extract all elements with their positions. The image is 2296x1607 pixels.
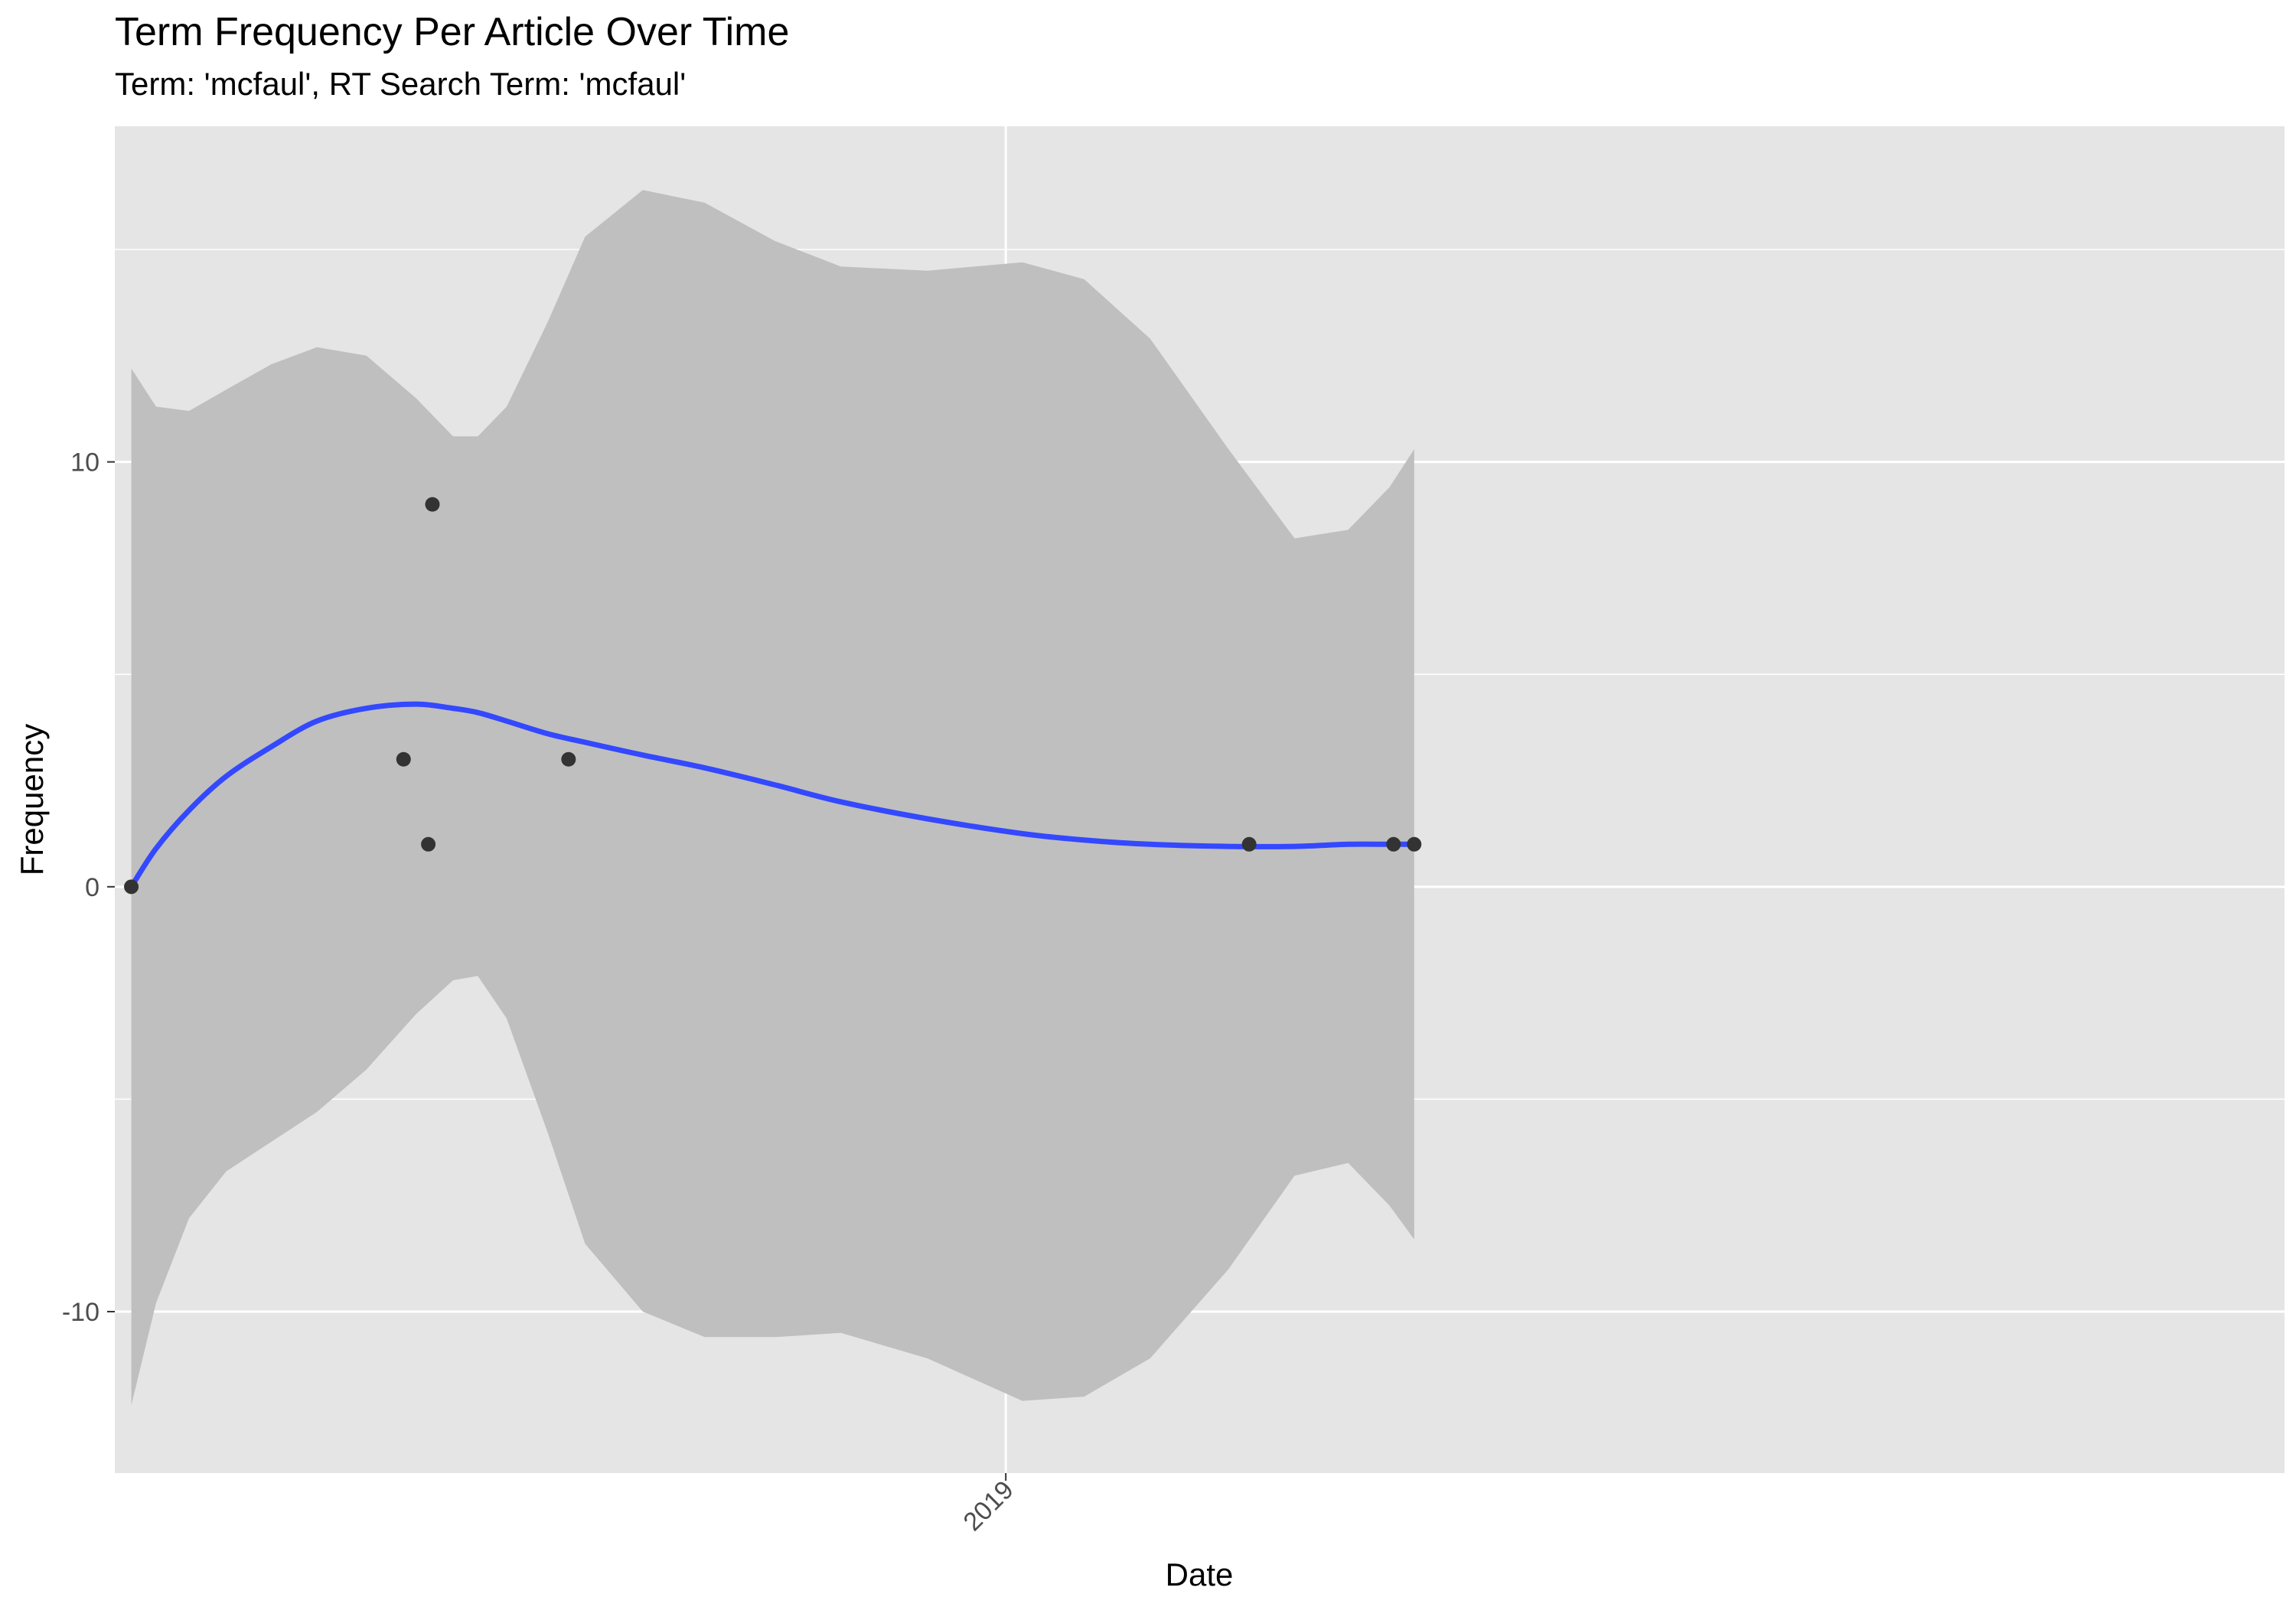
data-points: [124, 497, 1422, 895]
y-tick-label: 0: [85, 873, 99, 902]
data-point: [1407, 836, 1422, 852]
data-point: [1241, 836, 1257, 852]
data-point: [425, 497, 440, 512]
data-point: [421, 836, 436, 852]
data-point: [1386, 836, 1401, 852]
y-axis-title: Frequency: [14, 724, 50, 875]
x-tick-label: 2019: [957, 1475, 1019, 1537]
chart-subtitle: Term: 'mcfaul', RT Search Term: 'mcfaul': [115, 66, 687, 102]
data-point: [396, 751, 411, 767]
smooth-line: [129, 701, 1417, 890]
data-point: [124, 879, 139, 895]
y-tick-label: 10: [70, 448, 99, 478]
x-axis-title: Date: [1166, 1556, 1234, 1592]
chart-title: Term Frequency Per Article Over Time: [115, 10, 790, 54]
confidence-band: [131, 190, 1414, 1406]
y-tick-label: -10: [62, 1298, 99, 1327]
data-point: [561, 751, 576, 767]
